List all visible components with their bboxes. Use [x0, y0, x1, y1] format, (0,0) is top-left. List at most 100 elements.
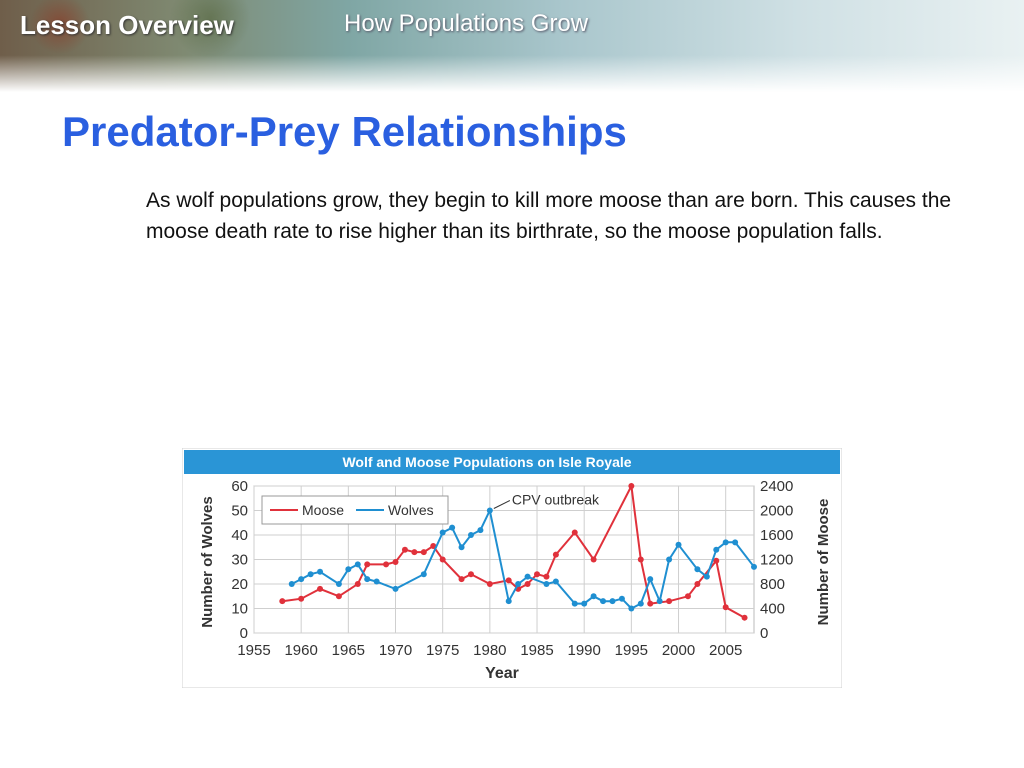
data-point-moose: [392, 558, 399, 565]
data-point-moose: [647, 600, 654, 607]
data-point-moose: [524, 581, 531, 587]
series-line-wolves: [291, 507, 755, 610]
x-tick-label: 1995: [615, 642, 648, 659]
data-point-moose: [543, 573, 550, 580]
y-tick-label-left: 30: [231, 552, 248, 569]
x-tick-label: 1990: [568, 642, 601, 659]
x-tick-label: 2000: [662, 642, 695, 659]
data-point-wolves: [552, 578, 559, 585]
cpv-outbreak-pointer: [493, 500, 511, 509]
data-point-moose: [552, 551, 559, 558]
x-tick-label: 2005: [709, 642, 742, 659]
data-point-moose: [298, 595, 305, 602]
data-point-wolves: [571, 600, 578, 607]
cpv-outbreak-annotation: CPV outbreak: [512, 492, 600, 508]
data-point-wolves: [467, 532, 474, 538]
data-point-moose: [364, 561, 371, 568]
y-tick-label-left: 60: [231, 478, 248, 495]
data-point-wolves: [647, 576, 654, 583]
data-point-moose: [722, 604, 729, 611]
data-point-moose: [666, 598, 673, 605]
chart-series: [279, 482, 757, 621]
y-tick-label-right: 400: [760, 601, 785, 618]
slide-body-text: As wolf populations grow, they begin to …: [146, 189, 952, 243]
data-point-wolves: [694, 566, 701, 573]
x-tick-label: 1955: [237, 642, 270, 659]
y-tick-label-left: 10: [231, 601, 248, 618]
data-point-wolves: [628, 605, 635, 612]
y-tick-label-right: 0: [760, 625, 768, 642]
data-point-moose: [694, 581, 701, 587]
data-point-wolves: [420, 571, 427, 578]
y-tick-label-left: 0: [240, 625, 248, 642]
data-point-moose: [354, 581, 361, 587]
data-point-wolves: [656, 598, 663, 605]
data-point-wolves: [666, 556, 673, 563]
data-point-moose: [571, 529, 578, 536]
population-chart: Wolf and Moose Populations on Isle Royal…: [181, 447, 843, 689]
lesson-overview-label: Lesson Overview: [20, 10, 234, 40]
data-point-moose: [401, 546, 408, 553]
x-tick-label: 1960: [284, 642, 317, 659]
data-point-moose: [467, 571, 474, 578]
data-point-wolves: [732, 539, 739, 546]
data-point-wolves: [373, 578, 380, 585]
data-point-wolves: [675, 541, 682, 548]
chart-svg: Wolf and Moose Populations on Isle Royal…: [181, 447, 843, 689]
data-point-wolves: [515, 581, 522, 587]
data-point-moose: [637, 556, 644, 563]
data-point-moose: [590, 556, 597, 563]
y-tick-label-right: 800: [760, 576, 785, 593]
data-point-wolves: [288, 581, 295, 587]
x-tick-label: 1970: [379, 642, 412, 659]
data-point-moose: [486, 581, 493, 587]
data-point-moose: [628, 483, 635, 489]
data-point-moose: [505, 577, 512, 584]
data-point-wolves: [609, 598, 616, 605]
y-tick-label-right: 1600: [760, 527, 793, 544]
data-point-wolves: [345, 566, 352, 573]
data-point-wolves: [524, 573, 531, 580]
data-point-moose: [458, 576, 465, 583]
data-point-wolves: [713, 546, 720, 553]
data-point-wolves: [458, 544, 465, 551]
data-point-moose: [741, 614, 748, 621]
data-point-wolves: [364, 576, 371, 583]
x-tick-label: 1980: [473, 642, 506, 659]
data-point-wolves: [307, 571, 314, 578]
data-point-moose: [430, 543, 437, 550]
data-point-moose: [534, 571, 541, 578]
data-point-moose: [420, 549, 427, 556]
header-banner: [0, 0, 1024, 92]
banner-image: [0, 0, 300, 60]
y-tick-label-right: 2400: [760, 478, 793, 495]
chart-title: Wolf and Moose Populations on Isle Royal…: [342, 454, 631, 470]
data-point-wolves: [449, 524, 456, 531]
y-tick-label-right: 2000: [760, 503, 793, 520]
data-point-moose: [279, 598, 286, 605]
x-axis-label: Year: [485, 665, 519, 682]
y-tick-label-right: 1200: [760, 552, 793, 569]
data-point-wolves: [703, 573, 710, 580]
x-tick-label: 1975: [426, 642, 459, 659]
data-point-wolves: [298, 576, 305, 583]
x-tick-label: 1985: [520, 642, 553, 659]
data-point-wolves: [317, 568, 324, 575]
data-point-wolves: [505, 598, 512, 605]
data-point-wolves: [335, 581, 342, 587]
data-point-moose: [335, 593, 342, 600]
data-point-moose: [383, 561, 390, 568]
data-point-wolves: [581, 600, 588, 607]
y-tick-label-left: 40: [231, 527, 248, 544]
data-point-wolves: [439, 529, 446, 536]
data-point-wolves: [637, 600, 644, 607]
data-point-wolves: [392, 585, 399, 592]
legend-moose-label: Moose: [302, 502, 344, 518]
slide-title: Predator-Prey Relationships: [62, 108, 627, 155]
x-tick-label: 1965: [332, 642, 365, 659]
data-point-moose: [439, 556, 446, 563]
data-point-wolves: [618, 595, 625, 602]
y-tick-label-left: 50: [231, 503, 248, 520]
topic-title: How Populations Grow: [344, 10, 589, 37]
y-axis-label-right: Number of Moose: [815, 499, 832, 626]
